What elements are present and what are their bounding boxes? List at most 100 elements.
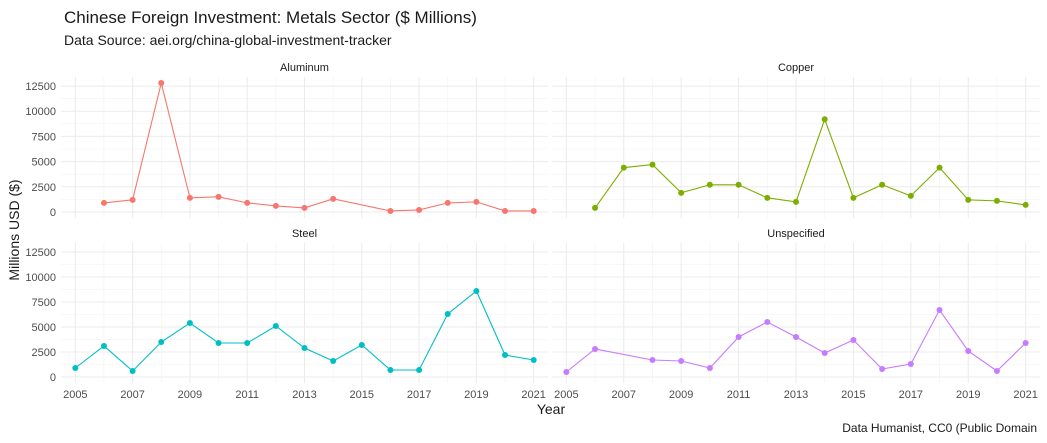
facet-panel-aluminum (61, 77, 548, 218)
data-point (678, 358, 685, 364)
facet-strip-label: Unspecified (767, 228, 824, 240)
data-point (244, 199, 251, 206)
data-point (764, 319, 771, 325)
data-point (678, 189, 685, 196)
data-point (1022, 201, 1029, 208)
y-tick-label: 10000 (25, 106, 56, 118)
x-tick-label: 2009 (669, 389, 693, 401)
data-point (158, 80, 165, 87)
series-line-aluminum (103, 82, 534, 212)
x-tick-label: 2009 (178, 389, 202, 401)
data-point (301, 204, 308, 211)
x-tick-label: 2017 (899, 389, 923, 401)
x-tick-label: 2017 (407, 389, 431, 401)
y-tick-label: 0 (50, 372, 56, 384)
data-point (936, 307, 943, 313)
x-tick-label: 2021 (1013, 389, 1037, 401)
chart-caption: Data Humanist, CC0 (Public Domain (842, 421, 1037, 435)
x-tick-label: 2015 (841, 389, 865, 401)
data-point (821, 116, 828, 123)
facet-panel-steel (61, 243, 548, 383)
data-point (387, 367, 394, 373)
data-point (416, 367, 423, 373)
data-point (416, 206, 423, 213)
data-point (244, 340, 251, 346)
x-tick-label: 2013 (292, 389, 316, 401)
data-point (100, 199, 107, 206)
facet-panel-copper (552, 77, 1040, 218)
data-point (965, 196, 972, 203)
x-tick-label: 2005 (554, 389, 578, 401)
y-axis-title: Millions USD ($) (6, 179, 22, 280)
data-point (592, 204, 599, 211)
data-point (993, 368, 1000, 374)
y-tick-label: 2500 (32, 347, 56, 359)
data-point (530, 357, 537, 363)
data-point (907, 192, 914, 199)
data-point (301, 345, 308, 351)
data-point (649, 161, 656, 168)
chart-subtitle: Data Source: aei.org/china-global-invest… (64, 32, 392, 48)
x-tick-label: 2005 (63, 389, 87, 401)
x-tick-label: 2011 (235, 389, 259, 401)
facet-panel-unspecified (552, 243, 1040, 383)
x-tick-label: 2019 (956, 389, 980, 401)
data-point (215, 193, 222, 200)
data-point (793, 334, 799, 340)
y-tick-label: 7500 (32, 297, 56, 309)
data-point (473, 288, 480, 294)
series-line-unspecified (566, 308, 1027, 373)
data-point (186, 320, 193, 326)
data-point (129, 368, 136, 374)
data-point (530, 207, 537, 214)
data-point (358, 342, 365, 348)
data-point (735, 334, 742, 340)
data-point (620, 164, 627, 171)
data-point (444, 311, 451, 317)
data-point (502, 352, 509, 358)
data-point (272, 323, 279, 329)
x-axis-title: Year (537, 401, 566, 417)
data-point (272, 202, 279, 209)
y-tick-label: 12500 (25, 247, 56, 259)
data-point (215, 340, 222, 346)
data-point (72, 365, 79, 371)
data-point (100, 343, 107, 349)
data-point (592, 346, 599, 352)
data-point (706, 181, 713, 188)
data-point (850, 337, 857, 343)
x-tick-label: 2007 (612, 389, 636, 401)
data-point (444, 199, 451, 206)
data-point (993, 197, 1000, 204)
facet-strip-label: Aluminum (280, 62, 329, 74)
y-tick-label: 5000 (32, 157, 56, 169)
data-point (764, 194, 771, 201)
chart-title: Chinese Foreign Investment: Metals Secto… (64, 8, 477, 27)
data-point (129, 196, 136, 203)
data-point (330, 195, 337, 202)
data-point (158, 339, 165, 345)
data-point (649, 357, 656, 363)
x-tick-label: 2013 (784, 389, 808, 401)
data-point (473, 198, 480, 205)
x-tick-label: 2019 (464, 389, 488, 401)
data-point (907, 361, 914, 367)
data-point (563, 369, 570, 375)
data-point (821, 350, 828, 356)
x-tick-label: 2021 (521, 389, 545, 401)
x-tick-label: 2011 (727, 389, 751, 401)
data-point (1022, 340, 1029, 346)
y-tick-label: 7500 (32, 131, 56, 143)
x-tick-label: 2007 (120, 389, 144, 401)
data-point (186, 194, 193, 201)
data-point (387, 207, 394, 214)
data-point (502, 207, 509, 214)
y-tick-label: 2500 (32, 182, 56, 194)
y-tick-label: 10000 (25, 272, 56, 284)
data-point (936, 164, 943, 171)
data-point (965, 348, 972, 354)
data-point (850, 194, 857, 201)
facet-strip-label: Steel (292, 228, 317, 240)
x-tick-label: 2015 (350, 389, 374, 401)
